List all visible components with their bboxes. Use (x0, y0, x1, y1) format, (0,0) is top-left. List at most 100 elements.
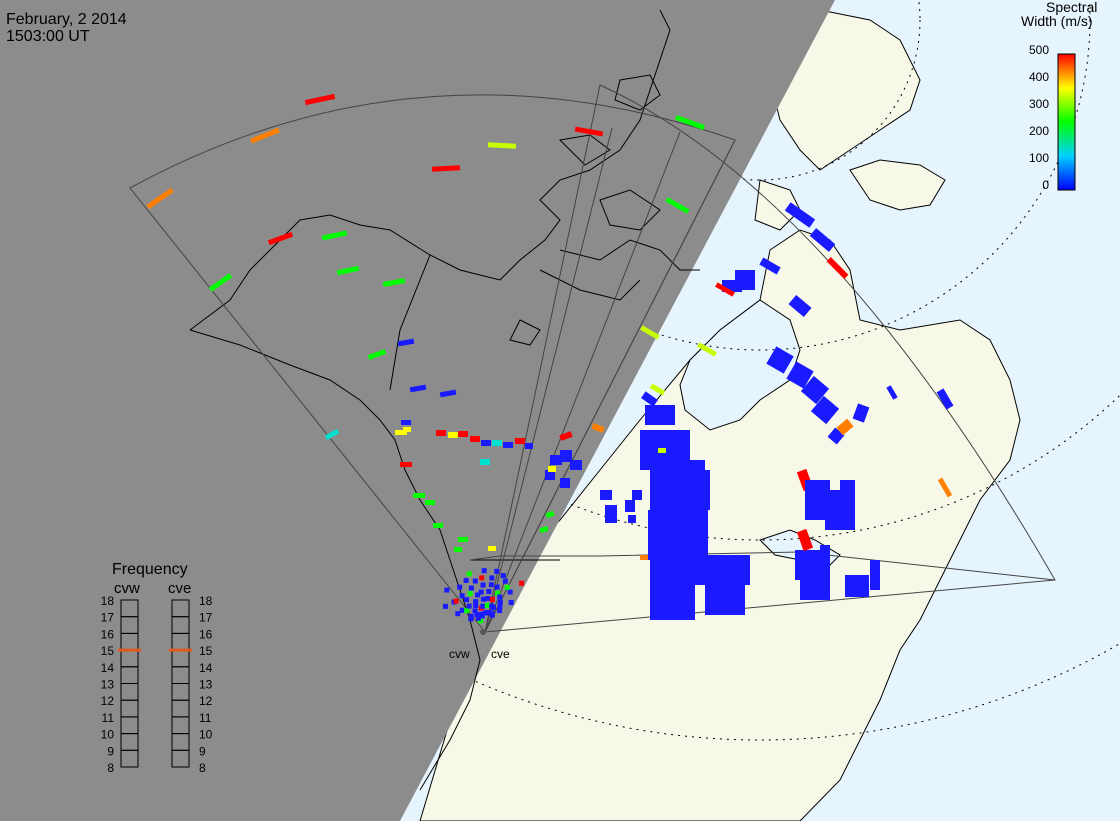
echo-cell (250, 127, 280, 144)
echo-cell (845, 575, 855, 597)
echo-cell (640, 325, 660, 340)
echo-cell (515, 438, 525, 444)
echo-cell (146, 187, 174, 210)
echo-cell (472, 608, 478, 614)
echo-cell (489, 612, 495, 618)
frequency-cve-label: cve (168, 580, 191, 597)
freq-scale-label-left: 11 (102, 711, 115, 725)
radar-fov (129, 84, 1056, 633)
echo-cell (810, 395, 840, 425)
freq-scale-label-left: 9 (107, 744, 114, 758)
echo-cell (367, 349, 387, 360)
echo-cell (800, 570, 830, 600)
echo-cell (788, 294, 812, 318)
echo-cell (695, 555, 750, 585)
echo-cell (870, 560, 880, 590)
time-label: 1503:00 UT (6, 28, 90, 45)
echo-cell (472, 578, 478, 584)
frequency-panel: Frequency cvw cve 18 18 17 17 16 16 15 15 14 14 13… (101, 561, 213, 775)
echo-cell (409, 384, 427, 393)
colorbar-tick: 0 (1042, 178, 1049, 192)
freq-scale-label-right: 18 (199, 594, 213, 608)
echo-cell (474, 612, 480, 618)
radar-label-cve: cve (491, 647, 510, 661)
echo-cell (457, 584, 463, 590)
echo-cell (640, 555, 648, 560)
echo-cell (937, 477, 953, 498)
echo-cell (433, 523, 443, 528)
echo-cell (468, 614, 474, 620)
echo-cell (500, 573, 506, 579)
echo-cell (475, 592, 481, 598)
echo-cell (453, 598, 459, 604)
echo-cell (550, 455, 562, 465)
echo-cell (487, 142, 517, 149)
echo-cell (525, 443, 533, 449)
echo-cell (486, 610, 492, 616)
echo-cell (809, 228, 836, 252)
freq-scale-label-left: 16 (101, 627, 115, 641)
echo-cell (697, 342, 717, 357)
echo-cell (479, 611, 485, 617)
echo-cell (459, 607, 465, 613)
echo-cell (479, 575, 485, 581)
freq-scale-label-left: 18 (101, 594, 115, 608)
echo-cell (467, 591, 473, 597)
echo-cell (539, 525, 549, 534)
freq-scale-label-right: 17 (199, 611, 213, 625)
echo-cell (625, 500, 635, 512)
echo-cell (488, 546, 496, 551)
echo-cell (480, 596, 486, 602)
echo-cell (504, 584, 510, 590)
echo-cell (436, 430, 446, 436)
radar-sites: cvw cve (449, 629, 510, 661)
freq-scale-label-right: 15 (199, 644, 213, 658)
freq-scale-label-left: 10 (101, 728, 115, 742)
echo-cell (470, 436, 480, 442)
echo-cell (855, 575, 869, 597)
echo-cell (660, 460, 705, 490)
echo-cell (560, 478, 570, 488)
echo-cell (605, 505, 617, 523)
echo-cell (484, 603, 490, 609)
echo-cell (836, 418, 854, 436)
echo-cell (826, 257, 849, 279)
freq-scale-label-left: 17 (101, 611, 115, 625)
freq-scale-label-right: 11 (199, 711, 212, 725)
colorbar-tick: 400 (1029, 70, 1049, 84)
echo-cell (480, 582, 486, 588)
echo-cell (497, 603, 503, 609)
night-region (0, 0, 835, 821)
echo-cell (494, 568, 500, 574)
echo-cell (478, 618, 484, 624)
colorbar-title-line2: Width (m/s) (1021, 13, 1093, 29)
echo-cell (545, 510, 555, 519)
freq-scale-label-left: 8 (107, 761, 114, 775)
spectral-width-colorbar: Spectral Width (m/s) 500 400 300 200 100… (1021, 0, 1097, 192)
echo-cell (497, 599, 503, 605)
echo-cell (632, 490, 642, 500)
colorbar-gradient (1057, 53, 1076, 191)
freq-scale-label-right: 12 (199, 694, 213, 708)
echo-cell (466, 603, 472, 609)
echo-cell (475, 615, 481, 621)
echo-cell (574, 126, 604, 137)
echo-cell (507, 589, 513, 595)
echo-cell (382, 278, 406, 287)
echo-cell (425, 500, 435, 505)
freq-scale-label-right: 9 (199, 744, 206, 758)
freq-box-cve (171, 749, 190, 768)
echo-cell (820, 545, 830, 555)
echo-cell (458, 431, 468, 437)
echo-cell (439, 389, 457, 398)
colorbar-tick: 100 (1029, 151, 1049, 165)
echo-cell (548, 466, 556, 472)
echo-cell (486, 589, 492, 595)
colorbar-tick: 500 (1029, 43, 1049, 57)
freq-scale-label-left: 14 (101, 661, 115, 675)
echo-cell (455, 611, 461, 617)
echo-cell (454, 547, 462, 552)
land-masses (419, 9, 1021, 821)
echo-cell (480, 603, 486, 609)
